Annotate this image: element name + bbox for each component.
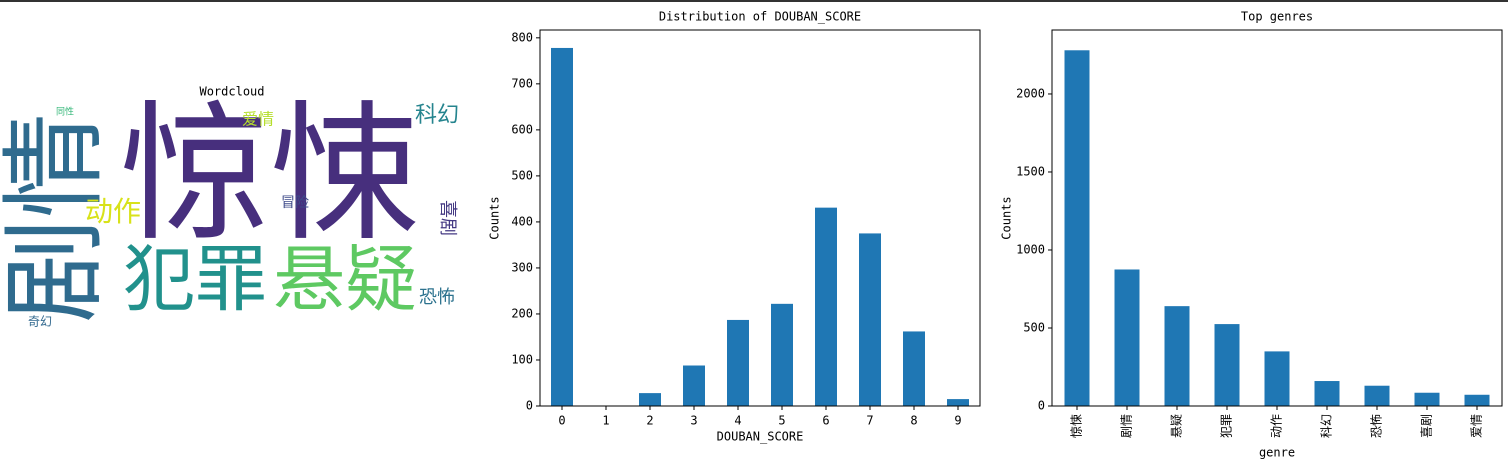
y-tick-label: 400 <box>511 214 533 228</box>
y-tick-label: 500 <box>511 168 533 182</box>
bar <box>683 365 705 406</box>
x-tick-label: 悬疑 <box>1169 414 1184 438</box>
bar <box>1464 394 1490 406</box>
chart-title: Wordcloud <box>199 85 264 99</box>
x-tick-label: 4 <box>734 414 741 428</box>
y-tick-label: 600 <box>511 122 533 136</box>
x-tick-label: 7 <box>866 414 873 428</box>
x-tick-label: 犯罪 <box>1220 414 1234 438</box>
word: 奇幻 <box>28 315 52 329</box>
y-tick-label: 1000 <box>1016 242 1045 256</box>
chart-title: Top genres <box>1241 10 1313 24</box>
x-tick-label: 喜剧 <box>1420 414 1434 438</box>
bar <box>551 47 573 406</box>
x-tick-label: 爱情 <box>1470 414 1484 438</box>
bar <box>1364 385 1390 406</box>
y-tick-label: 300 <box>511 260 533 274</box>
x-axis-label: genre <box>1259 446 1295 460</box>
x-tick-label: 3 <box>690 414 697 428</box>
y-tick-label: 700 <box>511 76 533 90</box>
y-tick-label: 800 <box>511 30 533 44</box>
x-tick-label: 9 <box>954 414 961 428</box>
y-tick-label: 2000 <box>1016 86 1045 100</box>
word: 同性 <box>56 106 74 118</box>
x-tick-label: 0 <box>558 414 565 428</box>
y-tick-label: 1500 <box>1016 164 1045 178</box>
axes-frame <box>1051 29 1503 407</box>
x-tick-label: 剧情 <box>1120 414 1134 438</box>
bar <box>1114 269 1140 406</box>
bar <box>1414 392 1440 406</box>
word: 冒险 <box>281 195 309 211</box>
axes-frame <box>539 29 981 407</box>
word: 喜剧 <box>437 200 458 236</box>
x-tick-label: 惊悚 <box>1069 414 1084 438</box>
word: 科幻 <box>415 103 459 128</box>
x-tick-label: 科幻 <box>1320 414 1334 438</box>
bar <box>1314 381 1340 406</box>
x-tick-label: 2 <box>646 414 653 428</box>
x-tick-label: 6 <box>822 414 829 428</box>
word: 恐怖 <box>419 287 455 308</box>
bar <box>903 331 925 406</box>
word: 剧情 <box>0 113 116 323</box>
bar <box>1214 324 1240 406</box>
x-tick-label: 1 <box>602 414 609 428</box>
y-tick-label: 500 <box>1023 320 1045 334</box>
word: 动作 <box>85 195 141 228</box>
top-border <box>0 0 1508 2</box>
bar <box>1164 306 1190 406</box>
word: 爱情 <box>242 110 274 129</box>
y-tick-label: 200 <box>511 306 533 320</box>
x-tick-label: 8 <box>910 414 917 428</box>
y-axis-label: Counts <box>488 196 502 239</box>
chart-title: Distribution of DOUBAN_SCORE <box>659 10 861 24</box>
x-tick-label: 5 <box>778 414 785 428</box>
y-tick-label: 0 <box>1038 399 1045 413</box>
x-tick-label: 动作 <box>1270 414 1284 438</box>
bar <box>1064 50 1090 406</box>
word: 惊悚 <box>120 88 420 262</box>
y-tick-label: 0 <box>526 399 533 413</box>
x-tick-label: 恐怖 <box>1369 414 1384 438</box>
y-tick-label: 100 <box>511 352 533 366</box>
bar <box>1264 351 1290 406</box>
bar <box>727 319 749 406</box>
bar <box>859 233 881 406</box>
y-axis-label: Counts <box>1000 196 1014 239</box>
word: 悬疑 <box>273 238 417 322</box>
bar <box>639 393 661 406</box>
bar <box>947 399 969 406</box>
x-axis-label: DOUBAN_SCORE <box>717 430 804 444</box>
bar <box>771 303 793 406</box>
word: 犯罪 <box>123 238 267 322</box>
bar <box>815 207 837 406</box>
